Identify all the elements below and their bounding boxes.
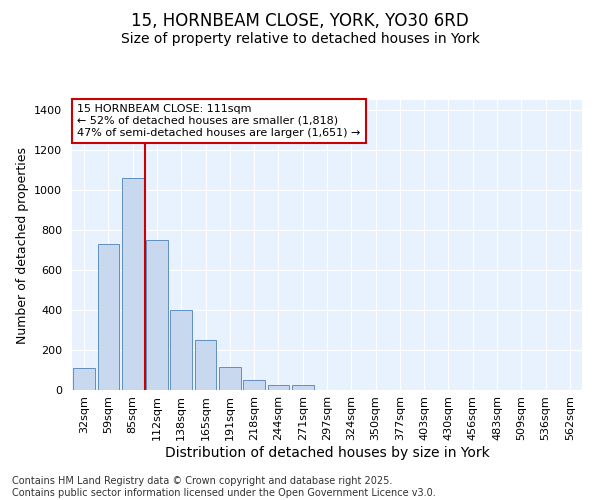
Bar [219, 367, 241, 390]
Bar [243, 380, 265, 390]
Bar [122, 178, 143, 390]
Text: Size of property relative to detached houses in York: Size of property relative to detached ho… [121, 32, 479, 46]
Y-axis label: Number of detached properties: Number of detached properties [16, 146, 29, 344]
Bar [97, 244, 119, 390]
Bar [73, 368, 95, 390]
Text: 15, HORNBEAM CLOSE, YORK, YO30 6RD: 15, HORNBEAM CLOSE, YORK, YO30 6RD [131, 12, 469, 30]
Text: 15 HORNBEAM CLOSE: 111sqm
← 52% of detached houses are smaller (1,818)
47% of se: 15 HORNBEAM CLOSE: 111sqm ← 52% of detac… [77, 104, 361, 138]
Bar [268, 385, 289, 390]
Bar [170, 310, 192, 390]
Bar [292, 385, 314, 390]
Text: Contains HM Land Registry data © Crown copyright and database right 2025.
Contai: Contains HM Land Registry data © Crown c… [12, 476, 436, 498]
Bar [146, 240, 168, 390]
X-axis label: Distribution of detached houses by size in York: Distribution of detached houses by size … [164, 446, 490, 460]
Bar [194, 340, 217, 390]
